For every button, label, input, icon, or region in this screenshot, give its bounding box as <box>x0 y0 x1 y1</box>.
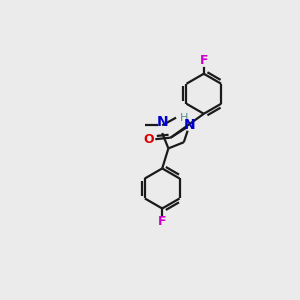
Text: H: H <box>180 113 188 123</box>
Text: N: N <box>183 118 195 131</box>
Text: F: F <box>200 54 208 67</box>
Text: F: F <box>158 215 166 228</box>
Text: N: N <box>156 115 168 129</box>
Text: O: O <box>144 133 154 146</box>
